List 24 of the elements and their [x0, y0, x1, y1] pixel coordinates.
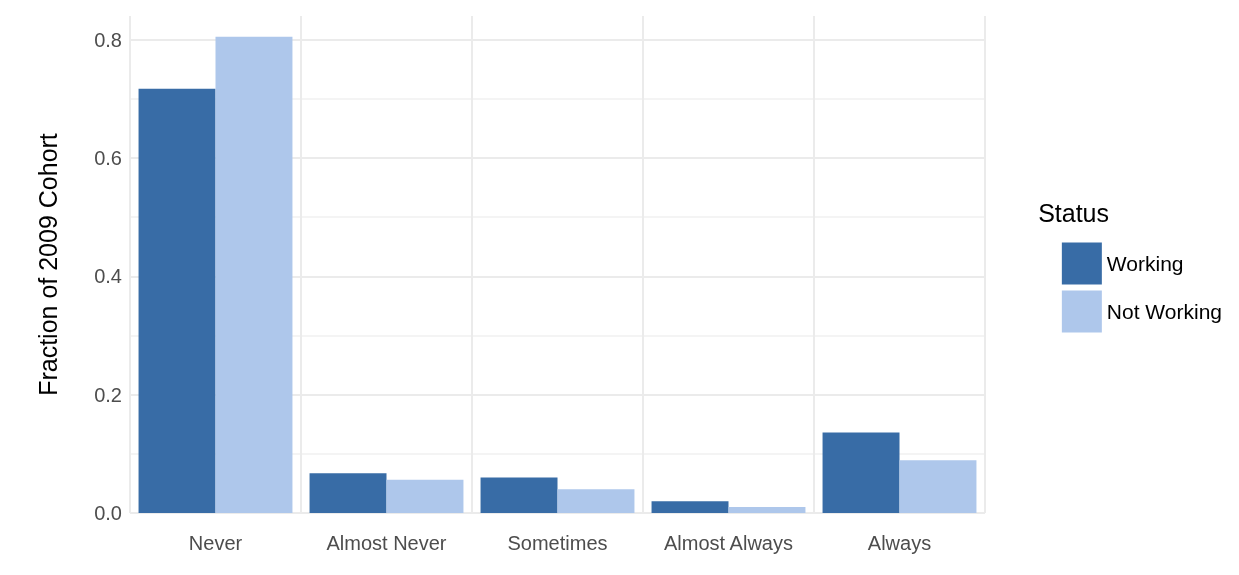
- bar: [138, 88, 216, 513]
- bar: [651, 501, 729, 513]
- y-tick-label: 0.6: [94, 147, 122, 169]
- bar: [309, 473, 387, 513]
- bar: [386, 479, 464, 513]
- x-tick-label: Always: [867, 532, 932, 554]
- bar: [899, 460, 977, 513]
- bar: [557, 489, 635, 513]
- legend-title: Status: [1038, 198, 1109, 227]
- x-tick-label: Almost Never: [326, 532, 447, 554]
- bar: [480, 477, 558, 513]
- bar: [728, 507, 806, 513]
- x-tick-label: Sometimes: [507, 532, 608, 554]
- bar: [822, 432, 900, 513]
- bar: [215, 36, 293, 513]
- x-tick-label: Almost Always: [664, 532, 793, 554]
- y-tick-label: 0.8: [94, 28, 122, 51]
- legend-label: Working: [1106, 252, 1184, 275]
- y-axis-title: Fraction of 2009 Cohort: [33, 133, 62, 396]
- y-tick-label: 0.0: [94, 502, 122, 524]
- y-tick-label: 0.4: [94, 265, 122, 288]
- y-tick-label: 0.2: [94, 383, 122, 406]
- x-tick-label: Never: [188, 532, 243, 554]
- legend-label: Not Working: [1106, 300, 1222, 323]
